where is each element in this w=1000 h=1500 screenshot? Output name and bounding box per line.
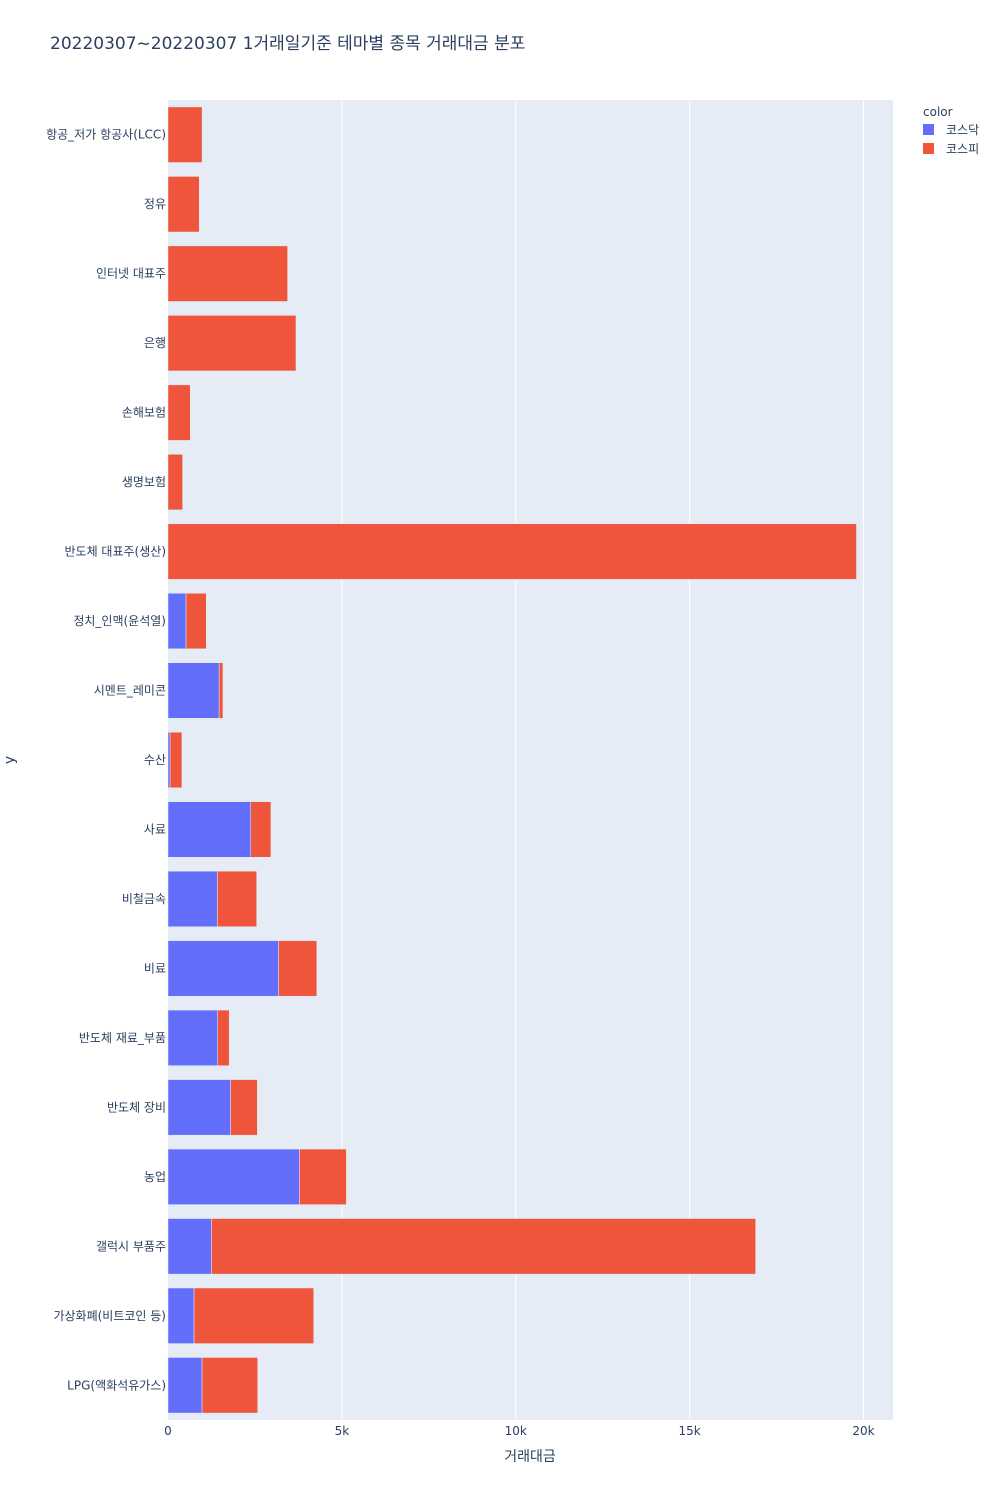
bar-kosdaq[interactable]	[167, 731, 171, 789]
bar-kosdaq[interactable]	[167, 1357, 203, 1414]
bar-kospi[interactable]	[217, 1009, 230, 1066]
y-tick-label: 정치_인맥(윤석열)	[73, 614, 166, 628]
bar-kosdaq[interactable]	[167, 593, 187, 650]
bar-kospi[interactable]	[230, 1079, 258, 1136]
bar-kospi[interactable]	[167, 176, 200, 233]
bar-kosdaq[interactable]	[167, 1148, 300, 1205]
legend-swatch[interactable]	[923, 143, 934, 154]
bar-kospi[interactable]	[278, 940, 318, 997]
y-tick-label: 손해보험	[122, 406, 166, 420]
x-tick-label: 20k	[852, 1424, 874, 1438]
bar-kosdaq[interactable]	[167, 1218, 212, 1275]
bar-kospi[interactable]	[217, 870, 257, 927]
bar-kospi[interactable]	[299, 1148, 347, 1205]
y-tick-label: 생명보험	[122, 475, 166, 489]
y-tick-label: 은행	[144, 335, 166, 350]
bar-kospi[interactable]	[185, 593, 207, 650]
y-tick-label: 인터넷 대표주	[96, 267, 166, 281]
x-tick-label: 5k	[335, 1424, 350, 1438]
bar-kospi[interactable]	[218, 662, 224, 719]
bar-kospi[interactable]	[167, 106, 203, 163]
bar-kospi[interactable]	[167, 454, 183, 511]
x-tick-label: 15k	[678, 1424, 700, 1438]
y-tick-label: 사료	[144, 822, 166, 836]
x-tick-label: 0	[164, 1424, 172, 1438]
y-tick-label: 항공_저가 항공사(LCC)	[46, 128, 166, 142]
bar-kosdaq[interactable]	[167, 1287, 195, 1344]
bar-kospi[interactable]	[167, 523, 857, 580]
legend-label[interactable]: 코스피	[946, 142, 979, 156]
y-tick-label: 가상화폐(비트코인 등)	[53, 1309, 166, 1323]
bar-kospi[interactable]	[167, 315, 297, 372]
bar-kospi[interactable]	[193, 1287, 314, 1344]
bar-kosdaq[interactable]	[167, 870, 218, 927]
bar-kosdaq[interactable]	[167, 1079, 231, 1136]
chart-title: 20220307~20220307 1거래일기준 테마별 종목 거래대금 분포	[50, 34, 525, 54]
x-tick-label: 10k	[505, 1424, 527, 1438]
bar-kosdaq[interactable]	[167, 940, 279, 997]
y-tick-label: LPG(액화석유가스)	[67, 1378, 166, 1392]
bar-kospi[interactable]	[169, 731, 183, 789]
bar-kosdaq[interactable]	[167, 1009, 218, 1066]
y-tick-label: 비철금속	[122, 892, 166, 906]
legend-label[interactable]: 코스닥	[946, 123, 979, 137]
bar-kospi[interactable]	[211, 1218, 756, 1275]
bars	[167, 106, 857, 1414]
bar-kosdaq[interactable]	[167, 801, 252, 858]
y-tick-label: 반도체 대표주(생산)	[65, 545, 167, 559]
y-tick-label: 반도체 장비	[107, 1100, 166, 1114]
bar-kospi[interactable]	[250, 801, 272, 858]
y-tick-label: 정유	[144, 197, 166, 211]
bar-kospi[interactable]	[201, 1357, 258, 1414]
x-axis-ticks: 0 5k 10k 15k 20k	[164, 1424, 874, 1438]
y-tick-label: 갤럭시 부품주	[96, 1239, 166, 1253]
y-tick-label: 비료	[144, 961, 166, 975]
legend-title: color	[923, 105, 953, 119]
bar-kospi[interactable]	[167, 384, 191, 441]
x-axis-title: 거래대금	[504, 1449, 556, 1465]
y-axis-title: y	[2, 756, 18, 764]
y-tick-label: 농업	[144, 1170, 166, 1184]
y-tick-label: 시멘트_레미콘	[94, 684, 166, 698]
y-tick-label: 반도체 재료_부품	[79, 1031, 166, 1045]
y-tick-label: 수산	[144, 753, 166, 767]
bar-kosdaq[interactable]	[167, 662, 220, 719]
legend-swatch[interactable]	[923, 124, 934, 135]
bar-kospi[interactable]	[167, 245, 288, 302]
